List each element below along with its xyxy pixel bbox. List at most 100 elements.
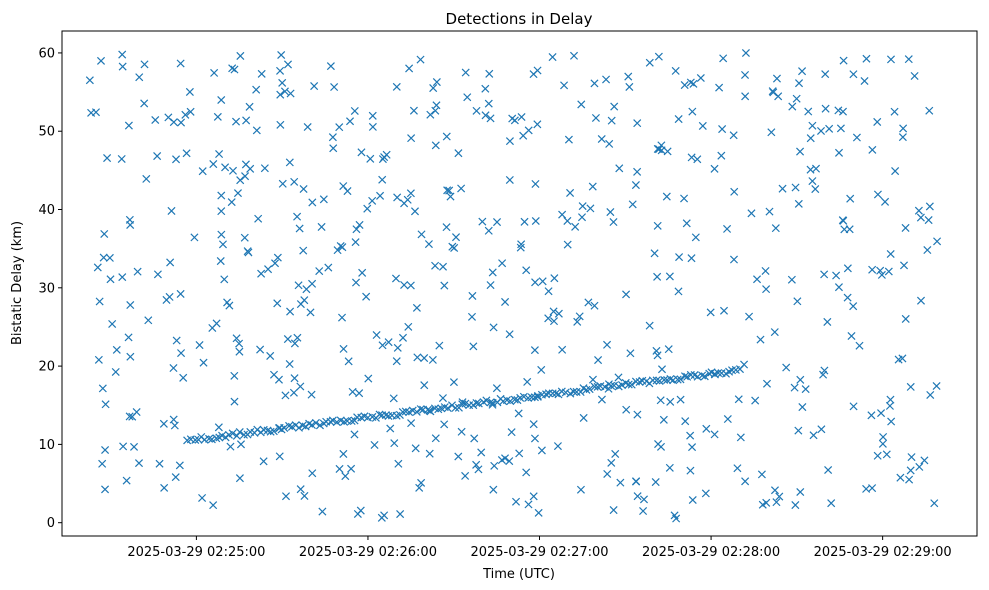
data-point — [100, 229, 109, 239]
data-point — [489, 485, 498, 494]
data-point — [220, 275, 229, 284]
data-point — [101, 485, 110, 494]
data-point — [723, 224, 732, 233]
data-point — [767, 128, 776, 137]
data-point — [873, 190, 882, 199]
data-point — [290, 177, 299, 186]
data-point — [687, 153, 696, 162]
data-point — [671, 66, 680, 75]
data-point — [920, 456, 929, 465]
data-point — [505, 457, 514, 466]
data-point — [534, 508, 543, 517]
data-point — [736, 433, 745, 442]
data-point — [904, 55, 913, 64]
data-point — [276, 66, 285, 75]
data-point — [563, 240, 572, 249]
data-point — [686, 370, 695, 379]
data-point — [537, 365, 546, 374]
data-point — [181, 110, 190, 119]
data-point — [607, 458, 616, 467]
data-point — [886, 55, 896, 64]
data-point — [576, 388, 585, 397]
data-point — [506, 397, 515, 406]
data-point — [111, 367, 120, 377]
data-point — [264, 265, 273, 274]
data-point — [855, 341, 864, 350]
data-point — [300, 491, 309, 500]
data-point — [130, 442, 139, 451]
data-point — [796, 487, 805, 497]
data-point — [426, 407, 435, 416]
data-point — [210, 68, 219, 77]
data-point — [514, 409, 523, 418]
data-point — [257, 269, 266, 278]
data-point — [472, 460, 481, 469]
data-point — [698, 371, 707, 380]
data-point — [315, 267, 324, 276]
data-point — [847, 331, 856, 341]
data-point — [906, 382, 915, 391]
data-point — [404, 322, 413, 331]
data-point — [458, 400, 467, 409]
data-point — [839, 56, 848, 65]
data-point — [717, 151, 726, 160]
data-point — [396, 510, 405, 519]
data-point — [286, 89, 295, 98]
data-point — [710, 430, 719, 439]
data-point — [840, 225, 849, 234]
data-point — [843, 293, 852, 302]
data-point — [654, 52, 663, 61]
data-point — [93, 263, 102, 272]
data-point — [172, 336, 181, 345]
data-point — [124, 121, 133, 130]
data-point — [657, 365, 667, 374]
data-point — [898, 133, 907, 142]
data-point — [403, 195, 412, 204]
data-point — [169, 415, 178, 424]
data-point — [426, 110, 435, 119]
data-point — [529, 492, 538, 501]
data-point — [223, 298, 232, 307]
data-point — [762, 285, 771, 294]
data-point — [226, 442, 235, 451]
data-point — [166, 258, 175, 267]
data-point — [266, 427, 275, 436]
data-point — [617, 381, 626, 390]
data-point — [488, 268, 497, 277]
data-point — [615, 164, 624, 173]
data-point — [328, 133, 337, 142]
data-point — [558, 210, 567, 219]
data-point — [639, 495, 649, 504]
data-point — [350, 430, 359, 439]
data-point — [675, 253, 684, 262]
data-point — [693, 372, 702, 381]
data-point — [877, 409, 886, 418]
data-point — [561, 388, 570, 397]
data-point — [886, 249, 895, 259]
data-point — [326, 62, 335, 71]
data-point — [105, 253, 114, 262]
data-point — [199, 358, 208, 367]
data-point — [884, 267, 893, 276]
data-point — [283, 60, 293, 69]
data-point — [531, 216, 540, 226]
data-point — [467, 312, 477, 321]
data-point — [605, 139, 614, 148]
data-point — [688, 495, 697, 505]
data-point — [834, 148, 844, 157]
data-point — [622, 290, 631, 299]
data-point — [285, 158, 294, 167]
data-point — [335, 464, 344, 473]
data-point — [407, 134, 416, 143]
data-point — [794, 199, 803, 208]
data-point — [916, 296, 926, 305]
data-point — [108, 319, 117, 329]
data-point — [801, 385, 810, 394]
data-point — [564, 135, 573, 144]
data-point — [653, 144, 662, 153]
data-point — [370, 440, 379, 449]
data-point — [140, 99, 149, 108]
data-point — [171, 473, 180, 482]
data-point — [330, 82, 339, 92]
data-point — [654, 145, 664, 154]
